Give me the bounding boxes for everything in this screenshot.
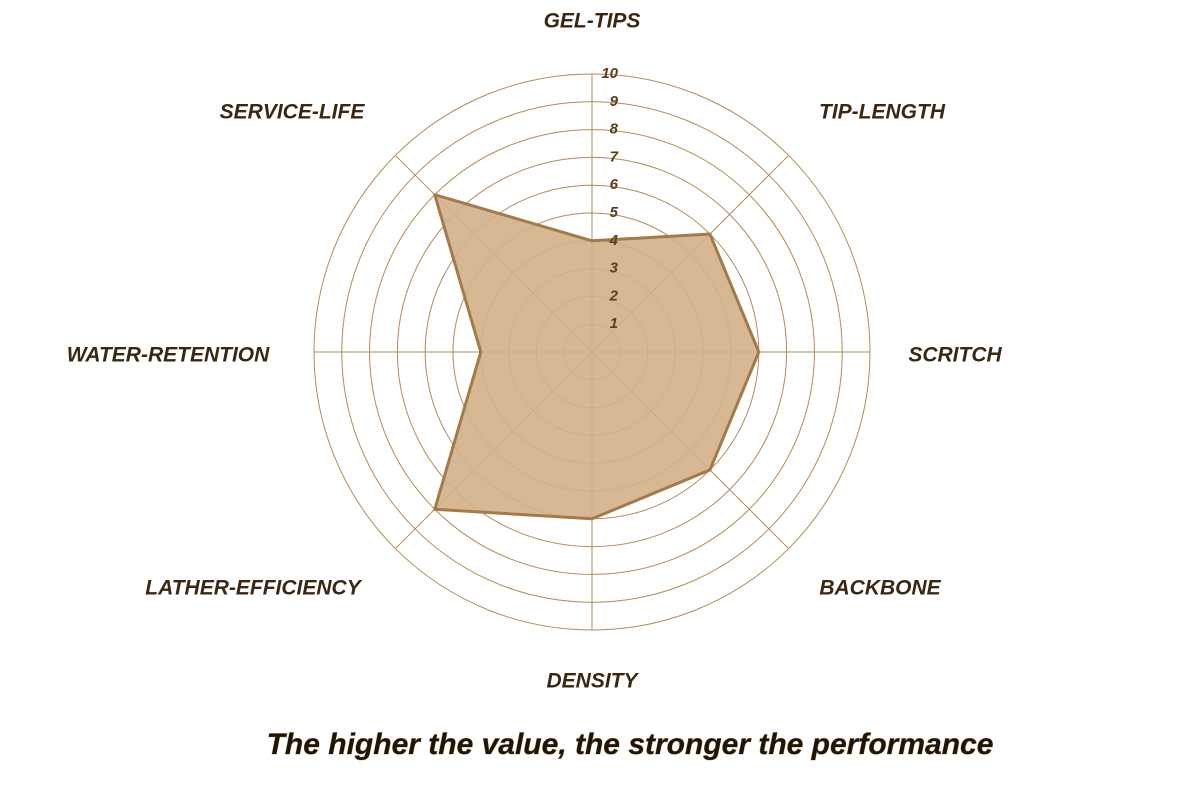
- r-tick-label: 1: [610, 315, 618, 332]
- r-tick-label: 7: [610, 148, 619, 165]
- axis-label: GEL-TIPS: [544, 10, 641, 33]
- r-tick-label: 3: [610, 260, 619, 277]
- radar-area: [433, 193, 761, 521]
- chart-caption: The higher the value, the stronger the p…: [267, 728, 994, 761]
- r-tick-label: 6: [610, 176, 619, 193]
- r-tick-label: 5: [610, 204, 619, 221]
- axis-label: TIP-LENGTH: [819, 101, 946, 124]
- axis-label: LATHER-EFFICIENCY: [145, 577, 362, 600]
- r-tick-label: 9: [610, 93, 619, 110]
- r-tick-label: 2: [609, 287, 619, 304]
- axis-label: WATER-RETENTION: [67, 344, 270, 367]
- axis-label: SCRITCH: [908, 344, 1002, 367]
- r-tick-label: 4: [609, 232, 619, 249]
- r-tick-label: 8: [610, 121, 619, 138]
- axis-label: BACKBONE: [819, 577, 941, 600]
- axis-label: SERVICE-LIFE: [220, 101, 366, 124]
- r-tick-label: 10: [601, 65, 618, 82]
- axis-label: DENSITY: [546, 670, 639, 693]
